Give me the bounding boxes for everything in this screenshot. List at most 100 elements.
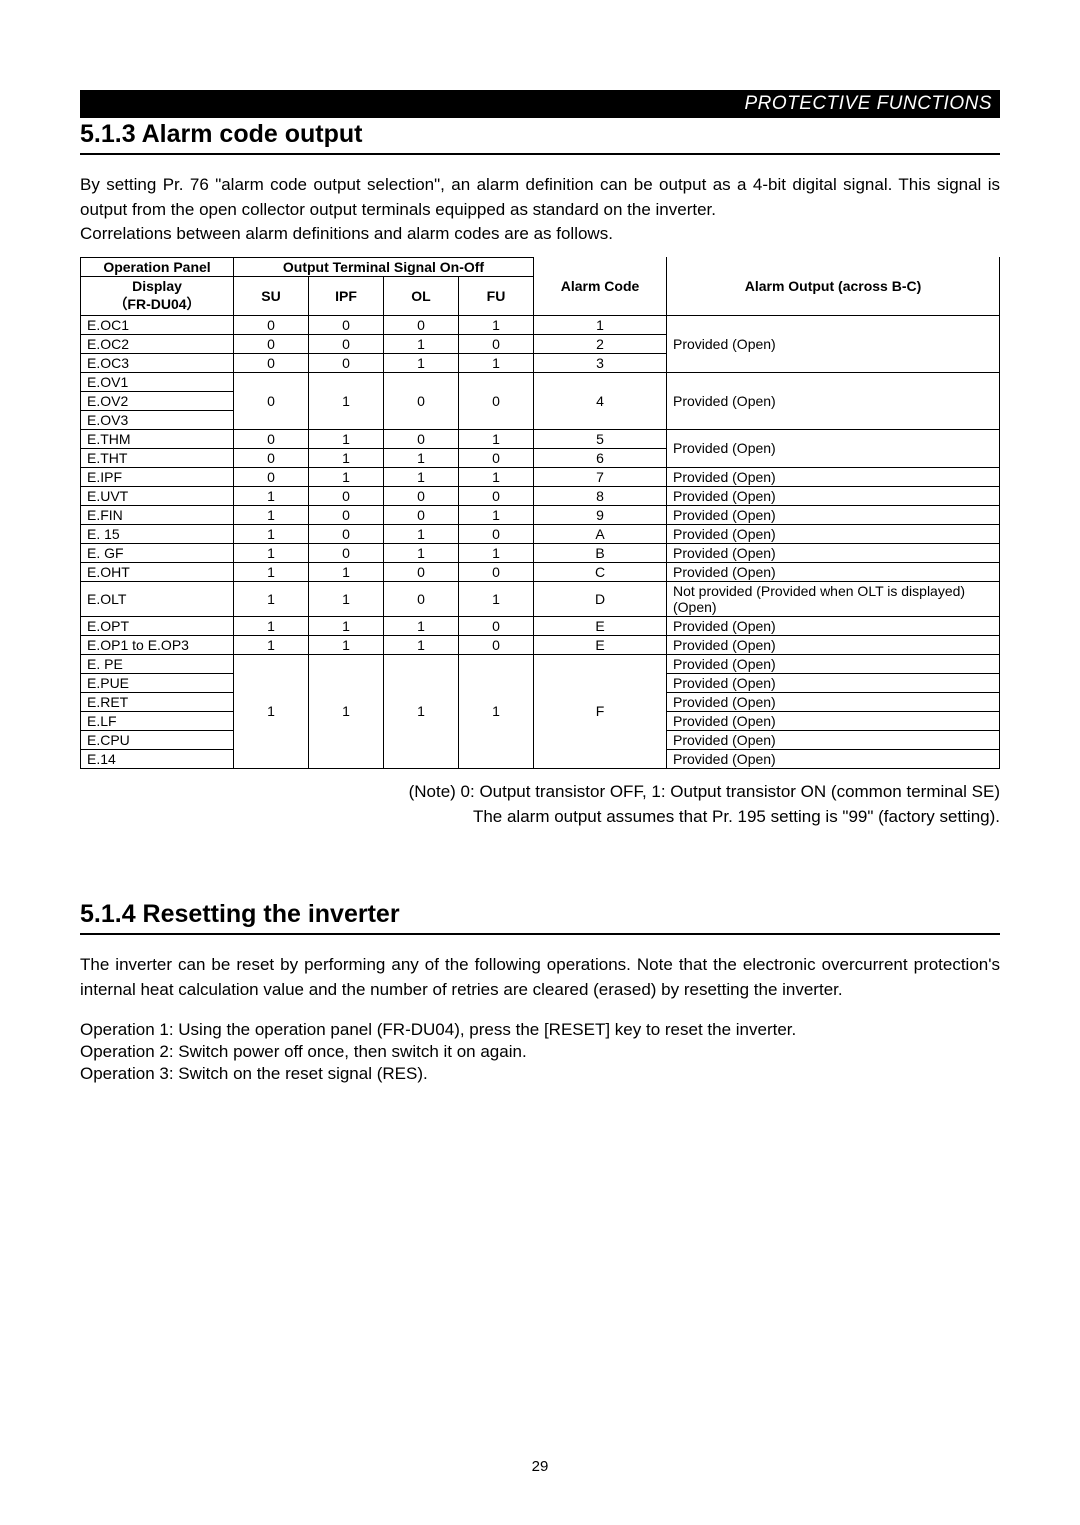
cell: 0 [309,353,384,372]
cell: 7 [534,467,667,486]
cell: 1 [384,543,459,562]
cell: E.OV1 [81,372,234,391]
cell: 1 [309,654,384,768]
cell: E. GF [81,543,234,562]
table-row: E.OHT 1 1 0 0 C Provided (Open) [81,562,1000,581]
cell: Provided (Open) [667,711,1000,730]
cell: 1 [309,448,384,467]
cell: Not provided (Provided when OLT is displ… [667,581,1000,616]
cell: 1 [384,635,459,654]
cell: E.OV3 [81,410,234,429]
cell: 0 [309,543,384,562]
cell: A [534,524,667,543]
cell: 1 [234,635,309,654]
cell: 1 [384,524,459,543]
cell: 0 [234,448,309,467]
cell: 1 [459,353,534,372]
cell: 5 [534,429,667,448]
th-display-text: Display [132,278,182,294]
cell: Provided (Open) [667,372,1000,429]
cell: 1 [459,581,534,616]
cell: 1 [309,635,384,654]
cell: 0 [309,315,384,334]
cell: E.THM [81,429,234,448]
cell: 1 [309,372,384,429]
cell: 9 [534,505,667,524]
cell: 0 [384,562,459,581]
cell: 1 [384,334,459,353]
cell: 1 [234,505,309,524]
cell: 1 [309,581,384,616]
operation-2: Operation 2: Switch power off once, then… [80,1042,1000,1062]
th-alarm-output: Alarm Output (across B-C) [667,257,1000,315]
cell: E.OPT [81,616,234,635]
cell: E.UVT [81,486,234,505]
cell: 0 [309,505,384,524]
table-row: E.OV1 0 1 0 0 4 Provided (Open) [81,372,1000,391]
cell: 1 [309,467,384,486]
cell: 0 [459,448,534,467]
header-bar: PROTECTIVE FUNCTIONS [80,90,1000,118]
cell: E.OV2 [81,391,234,410]
table-row: E.OP1 to E.OP3 1 1 1 0 E Provided (Open) [81,635,1000,654]
cell: E.OC3 [81,353,234,372]
cell: E.OHT [81,562,234,581]
note-line-1: (Note) 0: Output transistor OFF, 1: Outp… [80,779,1000,805]
note-block: (Note) 0: Output transistor OFF, 1: Outp… [80,779,1000,830]
cell: 1 [234,486,309,505]
th-frdu-text: （FR-DU04） [113,296,200,312]
cell: 0 [384,429,459,448]
cell: 1 [459,429,534,448]
operations-list: Operation 1: Using the operation panel (… [80,1020,1000,1084]
cell: 1 [384,353,459,372]
table-row: E.UVT 1 0 0 0 8 Provided (Open) [81,486,1000,505]
cell: Provided (Open) [667,562,1000,581]
cell: E. PE [81,654,234,673]
cell: 1 [309,616,384,635]
note-line-2: The alarm output assumes that Pr. 195 se… [80,804,1000,830]
cell: F [534,654,667,768]
cell: 0 [459,372,534,429]
cell: Provided (Open) [667,543,1000,562]
cell: E.RET [81,692,234,711]
cell: 1 [234,562,309,581]
cell: 0 [459,486,534,505]
table-row: E.IPF 0 1 1 1 7 Provided (Open) [81,467,1000,486]
cell: 0 [234,429,309,448]
cell: E.14 [81,749,234,768]
cell: E.OC2 [81,334,234,353]
cell: 0 [384,372,459,429]
cell: 0 [459,524,534,543]
cell: Provided (Open) [667,635,1000,654]
section-5-1-4-title: 5.1.4 Resetting the inverter [80,900,1000,935]
page: PROTECTIVE FUNCTIONS 5.1.3 Alarm code ou… [0,0,1080,1525]
cell: 0 [234,334,309,353]
cell: 0 [309,334,384,353]
cell: 4 [534,372,667,429]
operation-1: Operation 1: Using the operation panel (… [80,1020,1000,1040]
cell: 1 [384,467,459,486]
cell: 1 [459,654,534,768]
th-su: SU [234,276,309,315]
cell: Provided (Open) [667,505,1000,524]
table-row: E. PE 1 1 1 1 F Provided (Open) [81,654,1000,673]
cell: 1 [459,543,534,562]
cell: 6 [534,448,667,467]
cell: 0 [234,372,309,429]
cell: E.OLT [81,581,234,616]
cell: 0 [459,616,534,635]
cell: Provided (Open) [667,524,1000,543]
th-display: Display （FR-DU04） [81,276,234,315]
th-fu: FU [459,276,534,315]
cell: 0 [459,334,534,353]
cell: E [534,635,667,654]
cell: Provided (Open) [667,730,1000,749]
cell: 0 [234,315,309,334]
cell: Provided (Open) [667,486,1000,505]
cell: 1 [234,581,309,616]
section-5-1-3-title: 5.1.3 Alarm code output [80,120,1000,155]
cell: 1 [234,654,309,768]
cell: 0 [459,562,534,581]
cell: Provided (Open) [667,429,1000,467]
cell: 0 [384,581,459,616]
